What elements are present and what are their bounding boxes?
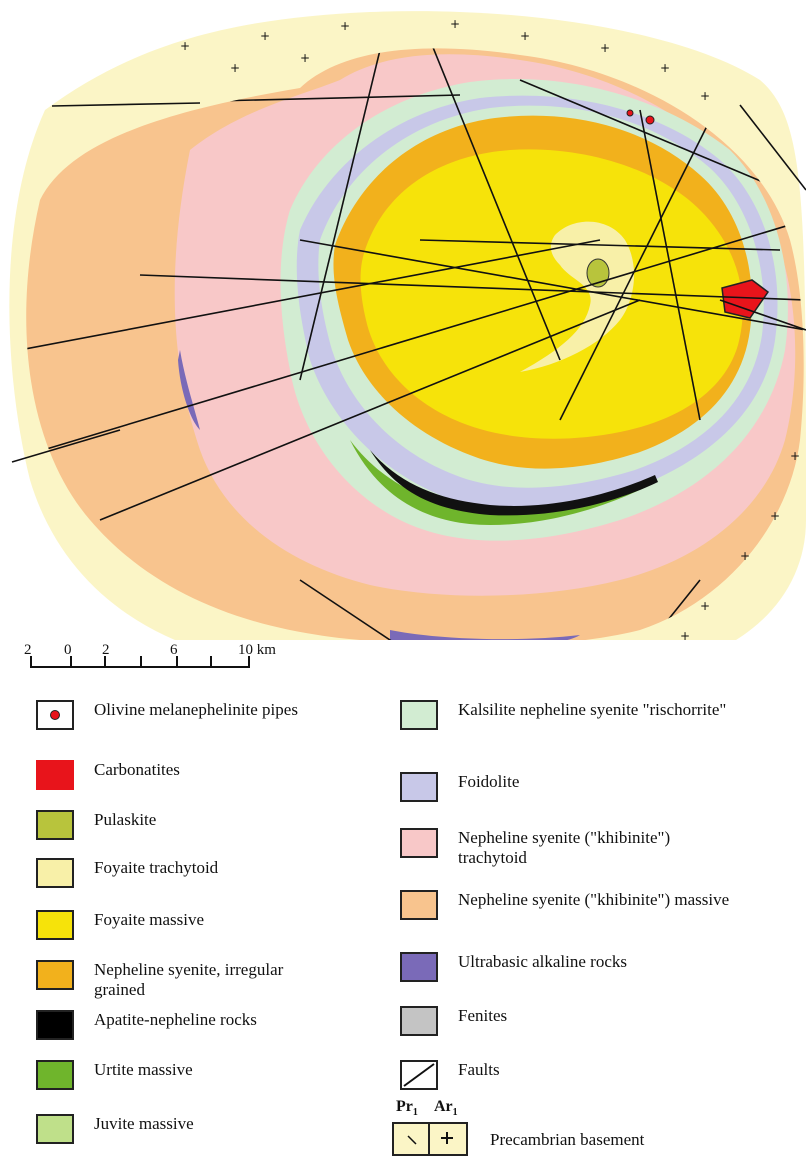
scale-label: 2 bbox=[102, 642, 110, 658]
svg-text:+: + bbox=[300, 51, 310, 65]
olivine-melanephelinite-pipe-swatch bbox=[36, 700, 74, 730]
svg-text:+: + bbox=[340, 19, 350, 33]
foidolite-swatch bbox=[400, 772, 438, 802]
urtite-band bbox=[350, 440, 650, 525]
legend-label: Kalsilite nepheline syenite "rischorrite… bbox=[458, 700, 727, 719]
olivine-pipe bbox=[645, 115, 655, 125]
svg-text:+: + bbox=[790, 449, 800, 463]
legend-label: Faults bbox=[458, 1060, 500, 1079]
legend-item-kalsilite-syenite: Kalsilite nepheline syenite "rischorrite… bbox=[400, 700, 726, 730]
fault-swatch bbox=[400, 1060, 438, 1090]
khibinite-massive-swatch bbox=[400, 890, 438, 920]
scale-tick bbox=[176, 656, 178, 668]
legend-label: Apatite-nepheline rocks bbox=[94, 1010, 257, 1029]
legend-label: Fenites bbox=[458, 1006, 508, 1025]
legend-label: Ultrabasic alkaline rocks bbox=[458, 952, 627, 971]
foyaite-trachytoid-swatch bbox=[36, 858, 74, 888]
scale-tick bbox=[140, 656, 142, 668]
legend-label: Foidolite bbox=[458, 772, 520, 791]
basement-ar-label: Ar1 bbox=[434, 1098, 458, 1119]
svg-text:+: + bbox=[600, 41, 610, 55]
geological-map: + + + + + + + + + + + + + + + bbox=[9, 11, 806, 640]
pulaskite-area bbox=[586, 258, 610, 288]
legend-label: Pulaskite bbox=[94, 810, 157, 829]
legend-label: Carbonatites bbox=[94, 760, 180, 779]
basement-ar-swatch bbox=[430, 1122, 468, 1156]
svg-text:+: + bbox=[180, 39, 190, 53]
svg-text:+: + bbox=[520, 29, 530, 43]
scale-label: 2 bbox=[24, 642, 32, 658]
svg-text:+: + bbox=[680, 629, 690, 640]
precambrian-basement-swatch bbox=[392, 1122, 468, 1156]
fenite-swatch bbox=[400, 1006, 438, 1036]
legend-item-foidolite: Foidolite bbox=[400, 772, 519, 802]
khibinite-trachytoid-swatch bbox=[400, 828, 438, 858]
apatite-band bbox=[370, 450, 658, 516]
legend-item-fenites: Fenites bbox=[400, 1006, 507, 1036]
foyaite-trachytoid-area bbox=[520, 221, 635, 372]
legend-item-carbonatites: Carbonatites bbox=[36, 760, 180, 790]
legend-item-khibinite-trachytoid: Nepheline syenite ("khibinite") trachyto… bbox=[400, 828, 738, 868]
svg-text:+: + bbox=[700, 89, 710, 103]
svg-text:+: + bbox=[260, 29, 270, 43]
svg-text:+: + bbox=[770, 509, 780, 523]
legend-item-olivine-pipes: Olivine melanephelinite pipes bbox=[36, 700, 298, 730]
ultrabasic-alkaline-swatch bbox=[400, 952, 438, 982]
svg-text:+: + bbox=[740, 549, 750, 563]
legend-item-juvite-massive: Juvite massive bbox=[36, 1114, 194, 1144]
svg-text:+: + bbox=[450, 17, 460, 31]
scale-tick bbox=[104, 656, 106, 668]
scale-bar: 2 0 2 6 10 km bbox=[22, 642, 322, 682]
scale-tick bbox=[210, 656, 212, 668]
legend-label: Nepheline syenite ("khibinite") trachyto… bbox=[458, 828, 671, 867]
pulaskite-swatch bbox=[36, 810, 74, 840]
scale-tick bbox=[248, 656, 250, 668]
svg-text:+: + bbox=[660, 61, 670, 75]
legend-item-khibinite-massive: Nepheline syenite ("khibinite") massive bbox=[400, 890, 729, 920]
nepheline-syenite-irregular-swatch bbox=[36, 960, 74, 990]
legend-item-faults: Faults bbox=[400, 1060, 500, 1090]
fault-lines-outer bbox=[11, 102, 806, 463]
urtite-massive-swatch bbox=[36, 1060, 74, 1090]
legend-item-ultrabasic: Ultrabasic alkaline rocks bbox=[400, 952, 627, 982]
legend-label: Urtite massive bbox=[94, 1060, 193, 1079]
legend-item-foyaite-massive: Foyaite massive bbox=[36, 910, 204, 940]
foyaite-massive-swatch bbox=[36, 910, 74, 940]
scale-label: 0 bbox=[64, 642, 72, 658]
kalsilite-nepheline-syenite-swatch bbox=[400, 700, 438, 730]
legend-label: Olivine melanephelinite pipes bbox=[94, 700, 298, 719]
legend-item-urtite-massive: Urtite massive bbox=[36, 1060, 193, 1090]
legend-label: Juvite massive bbox=[94, 1114, 194, 1133]
legend-label: Foyaite massive bbox=[94, 910, 205, 929]
legend-label: Nepheline syenite, irregular grained bbox=[94, 960, 284, 999]
legend-item-pulaskite: Pulaskite bbox=[36, 810, 156, 840]
legend-label: Foyaite trachytoid bbox=[94, 858, 219, 877]
basement-cross-markers: + + + + + + + + + + + + + + + bbox=[180, 17, 800, 640]
ultrabasic-area bbox=[390, 630, 580, 640]
apatite-nepheline-swatch bbox=[36, 1010, 74, 1040]
legend-label: Nepheline syenite ("khibinite") massive bbox=[458, 890, 730, 909]
legend-item-apatite-nepheline: Apatite-nepheline rocks bbox=[36, 1010, 257, 1040]
basement-pr-label: Pr1 bbox=[396, 1098, 418, 1119]
scale-tick bbox=[70, 656, 72, 668]
basement-label: Precambrian basement bbox=[490, 1130, 645, 1149]
olivine-pipe bbox=[626, 109, 634, 117]
svg-text:+: + bbox=[700, 599, 710, 613]
scale-tick bbox=[30, 656, 32, 668]
carbonatite-swatch bbox=[36, 760, 74, 790]
foyaite-massive-area bbox=[360, 149, 743, 439]
legend-item-foyaite-trachytoid: Foyaite trachytoid bbox=[36, 858, 218, 888]
basement-pr-swatch bbox=[392, 1122, 430, 1156]
carbonatite-area bbox=[721, 279, 770, 319]
juvite-massive-swatch bbox=[36, 1114, 74, 1144]
ultrabasic-area bbox=[178, 350, 200, 430]
scale-label: 6 bbox=[170, 642, 178, 658]
legend-item-nepheline-syenite-irregular: Nepheline syenite, irregular grained bbox=[36, 960, 324, 1000]
svg-text:+: + bbox=[230, 61, 240, 75]
scale-label: 10 km bbox=[238, 642, 276, 658]
